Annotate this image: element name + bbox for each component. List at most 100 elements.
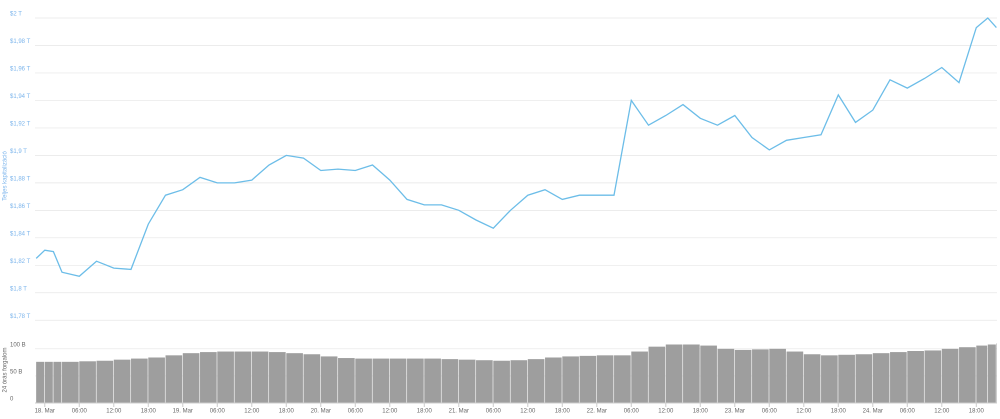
volume-bar	[579, 355, 597, 403]
x-tick-label: 12:00	[106, 409, 122, 415]
y-tick-label: $1,82 T	[10, 259, 31, 265]
volume-bar	[303, 354, 321, 403]
volume-bar	[631, 351, 648, 403]
x-tick-label: 12:00	[796, 409, 812, 415]
y-tick-label: $1,8 T	[10, 286, 27, 292]
volume-bar	[752, 349, 769, 403]
x-tick-label: 23. Mar	[725, 409, 745, 415]
x-tick-label: 18:00	[279, 409, 295, 415]
volume-bar	[113, 359, 131, 403]
x-tick-label: 06:00	[486, 409, 502, 415]
volume-bar	[769, 348, 786, 403]
y-tick-label: 50 B	[10, 369, 22, 375]
volume-bar	[355, 358, 372, 403]
volume-bar	[648, 346, 666, 403]
volume-bar	[821, 355, 838, 403]
x-tick-label: 06:00	[348, 409, 364, 415]
volume-bar	[959, 347, 976, 403]
volume-bar	[665, 344, 683, 403]
volume-bar	[372, 358, 390, 403]
x-tick-label: 18:00	[693, 409, 709, 415]
y-tick-label: $1,96 T	[10, 67, 31, 73]
volume-bar	[286, 353, 303, 403]
y-tick-label: $1,9 T	[10, 149, 27, 155]
x-tick-label: 12:00	[382, 409, 398, 415]
y-tick-label: $1,78 T	[10, 314, 31, 320]
volume-bar	[96, 360, 114, 403]
volume-bar	[838, 354, 855, 403]
x-tick-label: 06:00	[210, 409, 226, 415]
x-tick-label: 19. Mar	[173, 409, 193, 415]
volume-bar	[987, 344, 996, 403]
volume-bar	[407, 358, 424, 403]
x-tick-label: 21. Mar	[449, 409, 469, 415]
volume-bar	[165, 355, 183, 403]
x-tick-label: 20. Mar	[311, 409, 331, 415]
x-tick-label: 24. Mar	[863, 409, 883, 415]
x-tick-label: 18:00	[417, 409, 433, 415]
volume-bar	[441, 359, 459, 403]
x-tick-label: 18:00	[969, 409, 985, 415]
x-tick-label: 06:00	[762, 409, 778, 415]
volume-bar	[53, 361, 62, 403]
y-tick-label: $1,84 T	[10, 231, 31, 237]
volume-bar	[44, 361, 53, 403]
x-tick-label: 18:00	[831, 409, 847, 415]
x-tick-label: 06:00	[72, 409, 88, 415]
volume-bar	[872, 353, 890, 403]
volume-bar	[545, 357, 562, 403]
x-tick-label: 12:00	[520, 409, 536, 415]
volume-bar	[562, 356, 579, 403]
volume-bar	[131, 358, 148, 403]
x-tick-label: 18. Mar	[35, 409, 55, 415]
y-tick-label: $1,94 T	[10, 94, 31, 100]
y-tick-label: $1,86 T	[10, 204, 31, 210]
x-tick-label: 06:00	[900, 409, 916, 415]
volume-bar	[803, 354, 821, 403]
volume-bar	[269, 352, 286, 403]
volume-bar	[527, 359, 545, 403]
y-tick-label: $1,92 T	[10, 121, 31, 127]
volume-bar	[976, 345, 988, 403]
volume-bar	[890, 352, 907, 403]
volume-axis-title: 24 órás forgalom	[3, 347, 9, 392]
volume-bar	[251, 351, 269, 403]
y-tick-label: 0	[10, 397, 14, 403]
volume-bar	[234, 351, 252, 403]
y-tick-label: $1,88 T	[10, 176, 31, 182]
volume-bar	[510, 360, 528, 403]
volume-bar	[614, 355, 631, 403]
volume-bar	[338, 358, 355, 403]
volume-bar	[924, 350, 942, 403]
volume-bar	[996, 343, 997, 403]
volume-bar	[389, 358, 407, 403]
x-tick-label: 22. Mar	[587, 409, 607, 415]
price-line	[35, 17, 997, 278]
y-axis-title: Teljes kapitalizáció	[3, 150, 9, 200]
volume-bar	[36, 361, 45, 403]
volume-bar	[320, 356, 338, 403]
volume-bar	[907, 351, 924, 403]
volume-bar	[786, 351, 804, 403]
volume-bar	[62, 361, 79, 403]
volume-bar	[855, 354, 873, 403]
volume-bar	[493, 360, 510, 403]
volume-bar	[596, 355, 614, 403]
volume-bar	[700, 345, 717, 403]
volume-bar	[79, 361, 96, 403]
x-tick-label: 12:00	[934, 409, 950, 415]
volume-bar	[476, 360, 493, 403]
volume-bar	[734, 349, 752, 403]
x-tick-label: 06:00	[624, 409, 640, 415]
volume-bar	[148, 357, 165, 403]
y-tick-label: $2 T	[10, 12, 22, 18]
volume-bar	[717, 348, 735, 403]
volume-bar	[200, 352, 217, 403]
volume-bar	[182, 353, 200, 403]
y-tick-label: $1,98 T	[10, 39, 31, 45]
volume-bar	[424, 358, 441, 403]
x-tick-label: 12:00	[244, 409, 260, 415]
x-tick-label: 18:00	[555, 409, 571, 415]
volume-bar	[941, 348, 959, 403]
